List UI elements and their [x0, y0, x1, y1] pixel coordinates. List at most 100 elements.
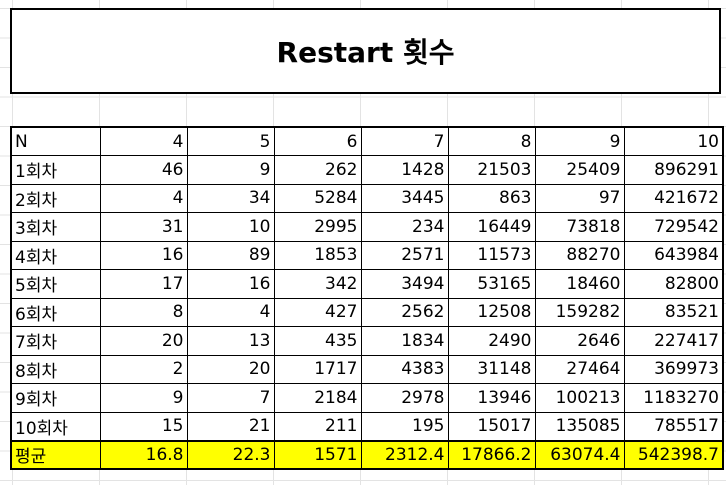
value-cell[interactable]: 89	[186, 240, 275, 270]
row-label-cell[interactable]: 6회차	[10, 297, 101, 327]
value-cell[interactable]: 10	[186, 212, 275, 242]
value-cell[interactable]: 83521	[623, 297, 724, 327]
table-row: 8회차 2 20 1717 4383 31148 27464 369973	[10, 354, 724, 384]
value-cell[interactable]: 643984	[623, 240, 724, 270]
value-cell[interactable]: 20	[186, 354, 275, 384]
value-cell[interactable]: 15017	[447, 411, 536, 441]
value-cell[interactable]: 342	[273, 269, 362, 299]
row-label-cell[interactable]: 3회차	[10, 212, 101, 242]
value-cell[interactable]: 7	[360, 126, 449, 156]
value-cell[interactable]: 16	[186, 269, 275, 299]
value-cell[interactable]: 21	[186, 411, 275, 441]
value-cell[interactable]: 135085	[534, 411, 625, 441]
row-label-cell[interactable]: 1회차	[10, 155, 101, 185]
value-cell[interactable]: 13946	[447, 383, 536, 413]
value-cell[interactable]: 1571	[273, 440, 362, 470]
value-cell[interactable]: 234	[360, 212, 449, 242]
sheet-title: Restart 횟수	[276, 36, 455, 69]
value-cell[interactable]: 211	[273, 411, 362, 441]
value-cell[interactable]: 27464	[534, 354, 625, 384]
value-cell[interactable]: 2995	[273, 212, 362, 242]
row-label-cell[interactable]: 4회차	[10, 240, 101, 270]
value-cell[interactable]: 31	[99, 212, 188, 242]
value-cell[interactable]: 8	[99, 297, 188, 327]
value-cell[interactable]: 227417	[623, 326, 724, 356]
value-cell[interactable]: 97	[534, 183, 625, 213]
value-cell[interactable]: 73818	[534, 212, 625, 242]
row-label-cell[interactable]: 9회차	[10, 383, 101, 413]
value-cell[interactable]: 9	[186, 155, 275, 185]
value-cell[interactable]: 421672	[623, 183, 724, 213]
value-cell[interactable]: 16.8	[99, 440, 188, 470]
value-cell[interactable]: 1428	[360, 155, 449, 185]
value-cell[interactable]: 2562	[360, 297, 449, 327]
value-cell[interactable]: 63074.4	[534, 440, 625, 470]
value-cell[interactable]: 8	[447, 126, 536, 156]
row-label-cell[interactable]: 평균	[10, 440, 101, 470]
row-label-cell[interactable]: 5회차	[10, 269, 101, 299]
value-cell[interactable]: 2490	[447, 326, 536, 356]
value-cell[interactable]: 4	[186, 297, 275, 327]
value-cell[interactable]: 427	[273, 297, 362, 327]
value-cell[interactable]: 1183270	[623, 383, 724, 413]
value-cell[interactable]: 1717	[273, 354, 362, 384]
value-cell[interactable]: 6	[273, 126, 362, 156]
value-cell[interactable]: 20	[99, 326, 188, 356]
restart-count-table: N 4 5 6 7 8 9 10 1회차 46 9 262 1428 21503 25409 896291 2회…	[10, 126, 724, 470]
value-cell[interactable]: 863	[447, 183, 536, 213]
value-cell[interactable]: 4	[99, 126, 188, 156]
value-cell[interactable]: 2184	[273, 383, 362, 413]
value-cell[interactable]: 2312.4	[360, 440, 449, 470]
row-label-cell[interactable]: 10회차	[10, 411, 101, 441]
value-cell[interactable]: 17	[99, 269, 188, 299]
value-cell[interactable]: 195	[360, 411, 449, 441]
value-cell[interactable]: 12508	[447, 297, 536, 327]
value-cell[interactable]: 262	[273, 155, 362, 185]
value-cell[interactable]: 25409	[534, 155, 625, 185]
value-cell[interactable]: 21503	[447, 155, 536, 185]
value-cell[interactable]: 46	[99, 155, 188, 185]
value-cell[interactable]: 435	[273, 326, 362, 356]
value-cell[interactable]: 3494	[360, 269, 449, 299]
value-cell[interactable]: 11573	[447, 240, 536, 270]
value-cell[interactable]: 22.3	[186, 440, 275, 470]
value-cell[interactable]: 2646	[534, 326, 625, 356]
table-row: 3회차 31 10 2995 234 16449 73818 729542	[10, 212, 724, 242]
value-cell[interactable]: 31148	[447, 354, 536, 384]
value-cell[interactable]: 785517	[623, 411, 724, 441]
value-cell[interactable]: 9	[99, 383, 188, 413]
value-cell[interactable]: 3445	[360, 183, 449, 213]
value-cell[interactable]: 13	[186, 326, 275, 356]
row-label-cell[interactable]: N	[10, 126, 101, 156]
value-cell[interactable]: 1853	[273, 240, 362, 270]
value-cell[interactable]: 4	[99, 183, 188, 213]
value-cell[interactable]: 542398.7	[623, 440, 724, 470]
value-cell[interactable]: 18460	[534, 269, 625, 299]
row-label-cell[interactable]: 2회차	[10, 183, 101, 213]
value-cell[interactable]: 4383	[360, 354, 449, 384]
value-cell[interactable]: 82800	[623, 269, 724, 299]
value-cell[interactable]: 16	[99, 240, 188, 270]
value-cell[interactable]: 5284	[273, 183, 362, 213]
value-cell[interactable]: 9	[534, 126, 625, 156]
value-cell[interactable]: 53165	[447, 269, 536, 299]
value-cell[interactable]: 2	[99, 354, 188, 384]
value-cell[interactable]: 16449	[447, 212, 536, 242]
row-label-cell[interactable]: 7회차	[10, 326, 101, 356]
value-cell[interactable]: 15	[99, 411, 188, 441]
value-cell[interactable]: 2978	[360, 383, 449, 413]
value-cell[interactable]: 10	[623, 126, 724, 156]
value-cell[interactable]: 896291	[623, 155, 724, 185]
value-cell[interactable]: 17866.2	[447, 440, 536, 470]
value-cell[interactable]: 88270	[534, 240, 625, 270]
value-cell[interactable]: 5	[186, 126, 275, 156]
value-cell[interactable]: 34	[186, 183, 275, 213]
value-cell[interactable]: 369973	[623, 354, 724, 384]
value-cell[interactable]: 1834	[360, 326, 449, 356]
value-cell[interactable]: 100213	[534, 383, 625, 413]
value-cell[interactable]: 159282	[534, 297, 625, 327]
row-label-cell[interactable]: 8회차	[10, 354, 101, 384]
value-cell[interactable]: 7	[186, 383, 275, 413]
value-cell[interactable]: 729542	[623, 212, 724, 242]
value-cell[interactable]: 2571	[360, 240, 449, 270]
